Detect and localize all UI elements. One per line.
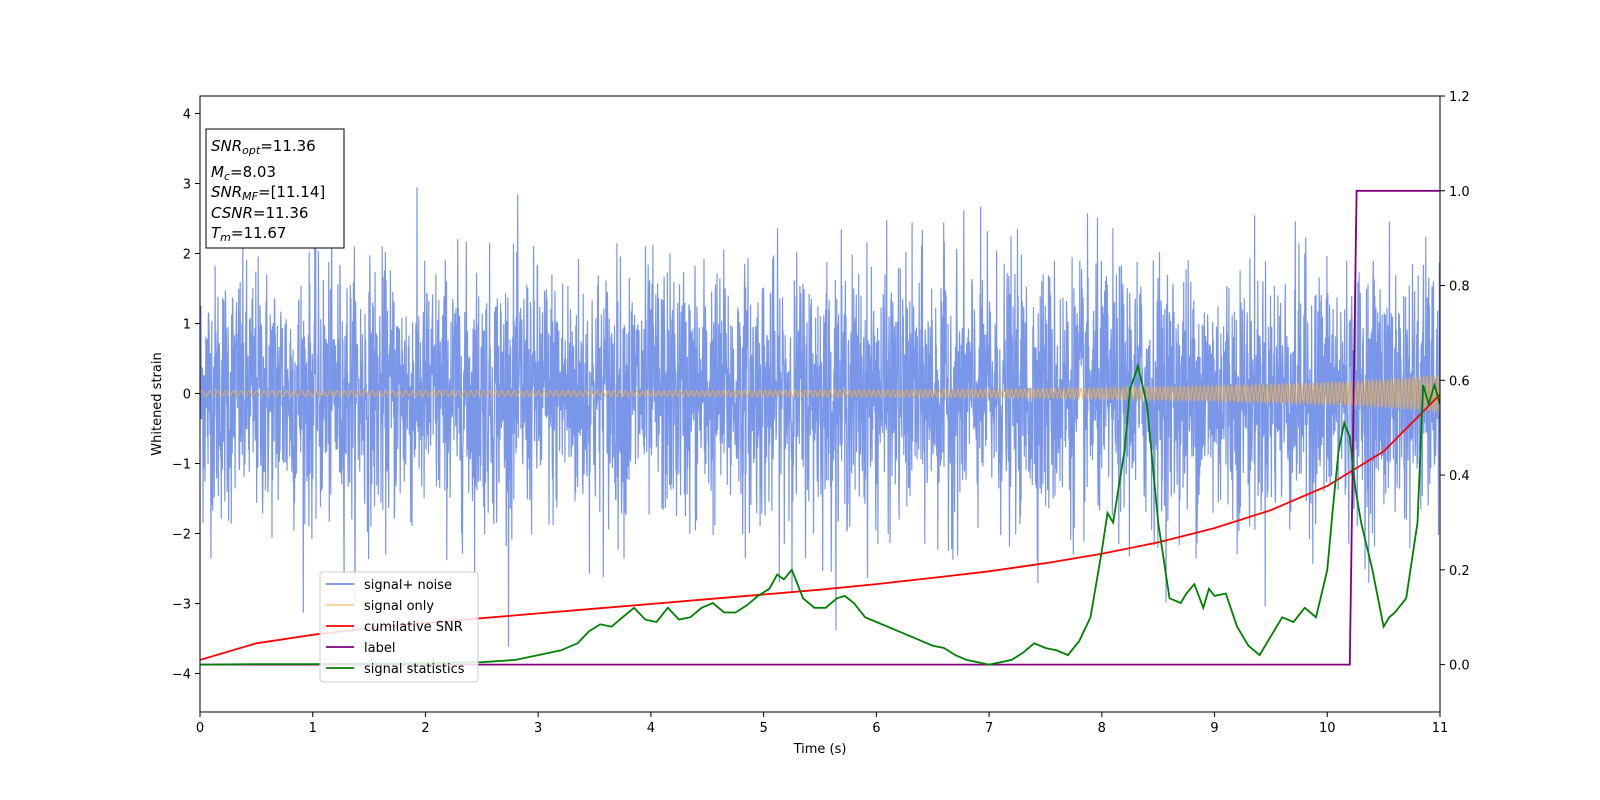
y-axis-left: −4 −3 −2 −1 0 1 2 3 4 bbox=[172, 108, 200, 683]
y-axis-right: 0.0 0.2 0.4 0.6 0.8 1.0 1.2 bbox=[1440, 90, 1470, 674]
y-tick-label--2: −2 bbox=[172, 528, 191, 543]
x-axis-label: Time (s) bbox=[793, 742, 847, 757]
legend-label-cumulative-snr: cumilative SNR bbox=[364, 620, 463, 635]
y-tick-label-0: 0 bbox=[183, 388, 191, 403]
legend-label-signal-only: signal only bbox=[364, 599, 434, 614]
annotation-mc: Mc=8.03 bbox=[211, 163, 276, 183]
y-tick-label-3: 3 bbox=[183, 178, 191, 193]
legend: signal+ noise signal only cumilative SNR… bbox=[319, 571, 479, 683]
legend-item-signal-only: signal only bbox=[326, 599, 434, 614]
legend-label-label: label bbox=[364, 641, 395, 656]
series-signal-only bbox=[200, 374, 1440, 413]
y2-tick-label-0.6: 0.6 bbox=[1449, 374, 1470, 389]
legend-item-label: label bbox=[326, 641, 395, 656]
plot-frame bbox=[199, 95, 1441, 713]
y-tick-label--1: −1 bbox=[172, 458, 191, 473]
annotation-box: SNRopt=11.36 Mc=8.03 SNRMF=[11.14] CSNR=… bbox=[205, 128, 345, 249]
y2-tick-label-1.2: 1.2 bbox=[1449, 90, 1470, 105]
series-signal-statistics bbox=[200, 362, 1440, 666]
x-tick-label-5: 5 bbox=[759, 721, 767, 736]
annotation-tm: Tm=11.67 bbox=[211, 224, 286, 244]
x-tick-label-0: 0 bbox=[196, 721, 204, 736]
series-label bbox=[200, 189, 1440, 666]
y2-tick-label-0.4: 0.4 bbox=[1449, 469, 1470, 484]
x-tick-label-1: 1 bbox=[309, 721, 317, 736]
legend-item-signal-noise: signal+ noise bbox=[326, 578, 452, 593]
y-tick-label--3: −3 bbox=[172, 598, 191, 613]
legend-item-signal-statistics: signal statistics bbox=[326, 662, 465, 677]
y-tick-label-1: 1 bbox=[183, 318, 191, 333]
legend-frame bbox=[319, 571, 479, 683]
y-tick-label-2: 2 bbox=[183, 248, 191, 263]
annotation-csnr: CSNR=11.36 bbox=[211, 204, 308, 222]
x-tick-label-3: 3 bbox=[534, 721, 542, 736]
y-tick-label--4: −4 bbox=[172, 668, 191, 683]
x-tick-label-11: 11 bbox=[1432, 721, 1449, 736]
y2-tick-label-1.0: 1.0 bbox=[1449, 185, 1470, 200]
legend-item-cumulative-snr: cumilative SNR bbox=[326, 620, 463, 635]
x-tick-label-8: 8 bbox=[1098, 721, 1106, 736]
annotation-snr-mf: SNRMF=[11.14] bbox=[211, 183, 325, 203]
annotation-snr-opt: SNRopt=11.36 bbox=[211, 137, 316, 157]
x-tick-label-6: 6 bbox=[872, 721, 880, 736]
y2-tick-label-0.8: 0.8 bbox=[1449, 280, 1470, 295]
x-tick-label-4: 4 bbox=[647, 721, 655, 736]
x-tick-label-2: 2 bbox=[421, 721, 429, 736]
y-tick-label-4: 4 bbox=[183, 108, 191, 123]
x-tick-label-9: 9 bbox=[1210, 721, 1218, 736]
y-axis-label: Whitened strain bbox=[150, 352, 165, 455]
y2-tick-label-0.2: 0.2 bbox=[1449, 564, 1470, 579]
x-tick-label-10: 10 bbox=[1319, 721, 1336, 736]
y2-tick-label-0.0: 0.0 bbox=[1449, 659, 1470, 674]
x-axis: 0 1 2 3 4 5 6 7 8 9 10 11 bbox=[196, 712, 1448, 736]
legend-label-signal-statistics: signal statistics bbox=[364, 662, 465, 677]
x-tick-label-7: 7 bbox=[985, 721, 993, 736]
legend-label-signal-noise: signal+ noise bbox=[364, 578, 452, 593]
